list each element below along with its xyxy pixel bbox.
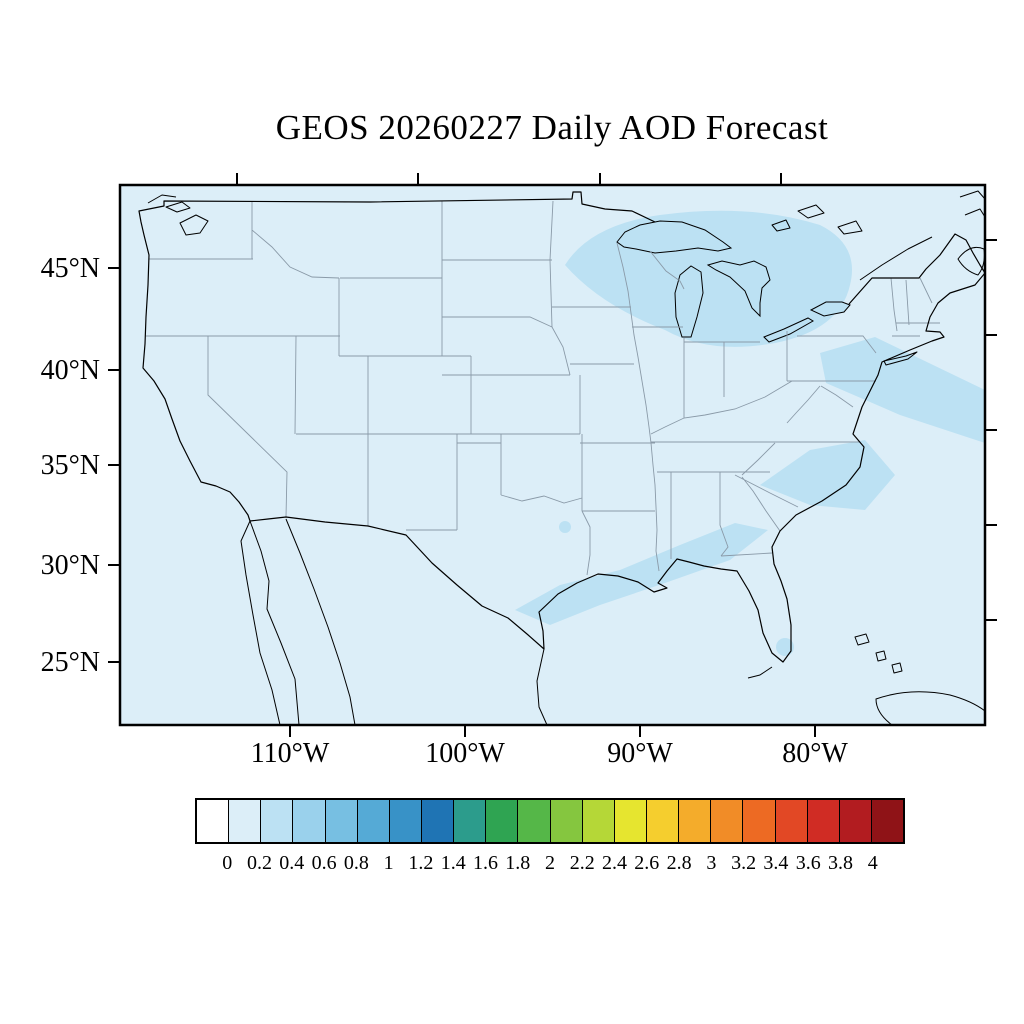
page-title: GEOS 20260227 Daily AOD Forecast <box>275 108 829 147</box>
colorbar-tick-label-0.4: 0.4 <box>279 852 305 874</box>
colorbar-cell-1 <box>229 800 262 842</box>
colorbar-tick-label-0.2: 0.2 <box>247 852 272 874</box>
y-axis-label-35n: 35°N <box>41 450 100 481</box>
colorbar-tick-label-3.2: 3.2 <box>731 852 757 874</box>
colorbar-tick-label-1.6: 1.6 <box>473 852 498 874</box>
colorbar-cell-7 <box>421 800 455 842</box>
colorbar-cell-3 <box>293 800 326 842</box>
colorbar-tick-label-2.4: 2.4 <box>602 852 627 874</box>
colorbar-tick-label-3: 3 <box>706 852 717 874</box>
colorbar-tick-label-2.6: 2.6 <box>634 852 660 874</box>
colorbar-labels: 0 0.2 0.4 0.6 0.8 1 1.2 1.4 1.6 1.8 2 2.2 2.4 2.6 2.8 3… <box>195 852 905 878</box>
colorbar-tick-label-3.8: 3.8 <box>828 852 853 874</box>
colorbar-cell-10 <box>518 800 551 842</box>
x-axis-label-110w: 110°W <box>251 738 330 769</box>
lake-michigan <box>674 265 704 338</box>
colorbar-cell-0 <box>197 800 230 842</box>
y-axis-label-40n: 40°N <box>41 355 100 386</box>
colorbar-cell-9 <box>486 800 519 842</box>
aod-patch-east-texas <box>559 521 571 533</box>
aod-patch-carolinas-coast <box>760 440 895 510</box>
colorbar-cell-16 <box>711 800 744 842</box>
state-borders <box>146 200 940 576</box>
colorbar-cell-15 <box>679 800 712 842</box>
colorbar-cell-13 <box>614 800 647 842</box>
lake-erie <box>763 317 814 343</box>
x-axis-label-80w: 80°W <box>782 738 848 769</box>
x-axis-label-100w: 100°W <box>425 738 505 769</box>
colorbar-cell-6 <box>389 800 422 842</box>
colorbar-cell-11 <box>550 800 583 842</box>
lake-superior <box>616 220 733 254</box>
colorbar-tick-label-0.6: 0.6 <box>311 852 337 874</box>
colorbar-cell-17 <box>743 800 776 842</box>
lake-huron <box>706 260 771 318</box>
colorbar-cell-19 <box>807 800 840 842</box>
colorbar-tick-label-1.8: 1.8 <box>505 852 531 874</box>
y-axis-label-30n: 30°N <box>41 550 100 581</box>
colorbar-cell-21 <box>871 800 904 842</box>
colorbar-tick-label-0.8: 0.8 <box>343 852 369 874</box>
neighbor-coastlines <box>147 190 985 725</box>
aod-patch-south-florida <box>776 638 794 656</box>
colorbar-tick-label-3.6: 3.6 <box>795 852 821 874</box>
colorbar-cell-14 <box>646 800 680 842</box>
axis-ticks <box>108 173 997 737</box>
colorbar-cell-20 <box>839 800 872 842</box>
colorbar-tick-label-3.4: 3.4 <box>763 852 789 874</box>
colorbar-tick-label-2.8: 2.8 <box>666 852 692 874</box>
colorbar-cell-4 <box>325 800 358 842</box>
x-axis-label-90w: 90°W <box>607 738 673 769</box>
colorbar-tick-label-1.4: 1.4 <box>440 852 466 874</box>
colorbar <box>195 798 905 844</box>
aod-patch-southeast-band <box>515 523 768 625</box>
colorbar-tick-label-0: 0 <box>222 852 233 874</box>
lake-ontario <box>809 301 851 317</box>
y-axis-label-25n: 25°N <box>41 647 100 678</box>
colorbar-tick-label-1: 1 <box>383 852 394 874</box>
y-axis-label-45n: 45°N <box>41 253 100 284</box>
colorbar-cell-5 <box>357 800 390 842</box>
colorbar-cell-2 <box>261 800 294 842</box>
great-lakes <box>616 220 851 343</box>
colorbar-cell-12 <box>582 800 615 842</box>
colorbar-tick-label-1.2: 1.2 <box>408 852 434 874</box>
map-frame <box>118 183 987 727</box>
aod-patch-atlantic-offshore <box>820 337 985 443</box>
colorbar-tick-label-4: 4 <box>867 852 878 874</box>
colorbar-tick-label-2.2: 2.2 <box>569 852 595 874</box>
colorbar-tick-label-2: 2 <box>545 852 555 874</box>
colorbar-cell-18 <box>775 800 808 842</box>
colorbar-cell-8 <box>454 800 487 842</box>
map-area <box>120 185 985 725</box>
us-coastline <box>138 191 985 663</box>
